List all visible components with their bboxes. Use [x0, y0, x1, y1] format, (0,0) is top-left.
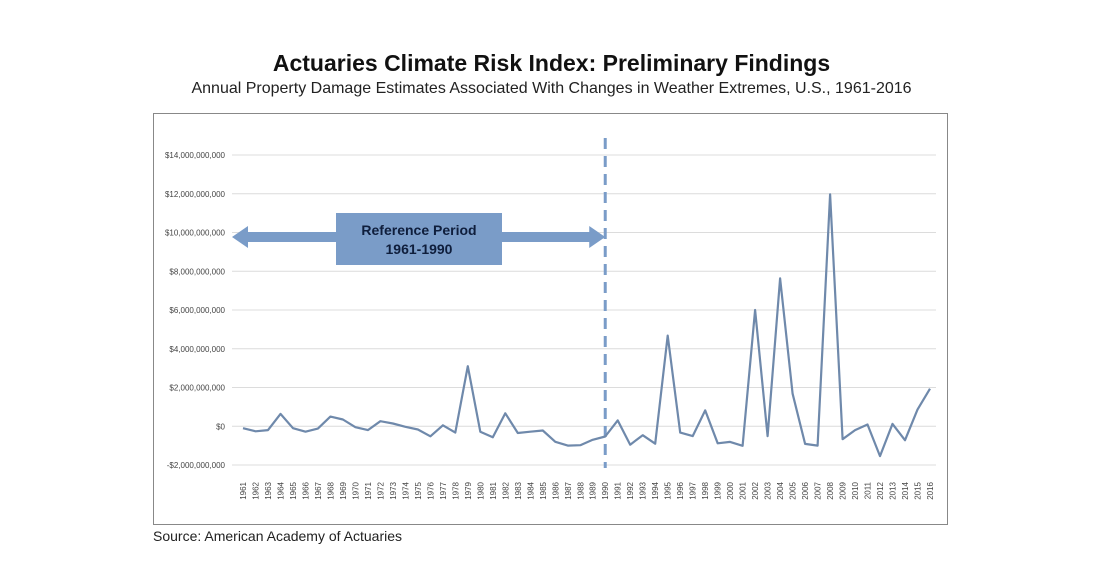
x-tick-label: 2004 [776, 481, 785, 499]
x-tick-label: 1987 [564, 481, 573, 499]
x-tick-label: 2015 [914, 481, 923, 499]
x-tick-label: 1977 [439, 481, 448, 499]
x-tick-label: 1961 [239, 481, 248, 499]
x-tick-label: 2010 [851, 481, 860, 499]
x-tick-label: 1972 [376, 481, 385, 499]
x-tick-label: 1997 [689, 481, 698, 499]
x-tick-label: 2000 [726, 481, 735, 499]
x-tick-label: 2016 [926, 481, 935, 499]
x-tick-label: 1976 [426, 481, 435, 499]
reference-period-label: Reference Period [361, 222, 476, 238]
x-tick-label: 1999 [714, 481, 723, 499]
x-tick-label: 1966 [301, 481, 310, 499]
x-tick-label: 1962 [251, 481, 260, 499]
x-tick-label: 2014 [901, 481, 910, 499]
x-tick-label: 1984 [526, 481, 535, 499]
x-tick-label: 2006 [801, 481, 810, 499]
x-tick-label: 1992 [626, 481, 635, 499]
x-tick-label: 1983 [514, 481, 523, 499]
x-tick-label: 2008 [826, 481, 835, 499]
x-tick-label: 1971 [364, 481, 373, 499]
x-tick-label: 1974 [401, 481, 410, 499]
x-tick-label: 2002 [751, 481, 760, 499]
x-tick-label: 1982 [501, 481, 510, 499]
chart-title: Actuaries Climate Risk Index: Preliminar… [272, 50, 831, 76]
x-tick-label: 1980 [476, 481, 485, 499]
y-tick-label: $2,000,000,000 [169, 384, 225, 393]
damage-series-line [242, 193, 931, 458]
x-tick-label: 1995 [664, 481, 673, 499]
x-tick-label: 1985 [539, 481, 548, 499]
x-tick-label: 1993 [639, 481, 648, 499]
x-tick-label: 1970 [351, 481, 360, 499]
x-tick-label: 2011 [864, 481, 873, 499]
x-tick-label: 1991 [614, 481, 623, 499]
chart-subtitle: Annual Property Damage Estimates Associa… [191, 80, 912, 97]
x-tick-label: 1975 [414, 481, 423, 499]
reference-period-box [336, 213, 502, 265]
x-tick-label: 1994 [651, 481, 660, 499]
x-tick-label: 1981 [489, 481, 498, 499]
x-tick-label: 1979 [464, 481, 473, 499]
y-tick-label: $6,000,000,000 [169, 306, 225, 315]
source-note: Source: American Academy of Actuaries [153, 528, 403, 544]
x-tick-label: 1996 [676, 481, 685, 499]
y-tick-label: $0 [216, 422, 225, 431]
y-tick-label: $12,000,000,000 [165, 190, 226, 199]
y-tick-label: -$2,000,000,000 [167, 461, 226, 470]
x-tick-label: 2007 [814, 481, 823, 499]
x-tick-label: 2005 [789, 481, 798, 499]
x-tick-label: 1998 [701, 481, 710, 499]
x-tick-label: 2009 [839, 481, 848, 499]
x-tick-label: 2001 [739, 481, 748, 499]
y-tick-label: $4,000,000,000 [169, 345, 225, 354]
x-tick-label: 1967 [314, 481, 323, 499]
x-tick-label: 2003 [764, 481, 773, 499]
x-tick-label: 1988 [576, 481, 585, 499]
reference-period-years: 1961-1990 [386, 241, 453, 257]
y-tick-label: $8,000,000,000 [169, 267, 225, 276]
x-tick-label: 2012 [876, 481, 885, 499]
x-tick-label: 2013 [889, 481, 898, 499]
x-tick-label: 1964 [276, 481, 285, 499]
chart-frame [153, 113, 948, 525]
y-tick-label: $10,000,000,000 [165, 229, 226, 238]
x-tick-label: 1990 [601, 481, 610, 499]
x-tick-label: 1968 [326, 481, 335, 499]
y-tick-label: $14,000,000,000 [165, 151, 226, 160]
x-tick-label: 1963 [264, 481, 273, 499]
x-tick-label: 1986 [551, 481, 560, 499]
x-tick-label: 1973 [389, 481, 398, 499]
x-tick-label: 1978 [451, 481, 460, 499]
x-tick-label: 1989 [589, 481, 598, 499]
x-tick-label: 1965 [289, 481, 298, 499]
x-tick-label: 1969 [339, 481, 348, 499]
